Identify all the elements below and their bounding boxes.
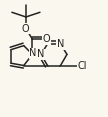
Text: N: N bbox=[29, 48, 37, 58]
Text: N: N bbox=[57, 39, 64, 49]
Text: Cl: Cl bbox=[78, 60, 87, 71]
Text: O: O bbox=[22, 24, 29, 34]
Text: N: N bbox=[37, 49, 44, 59]
Text: O: O bbox=[42, 34, 50, 44]
